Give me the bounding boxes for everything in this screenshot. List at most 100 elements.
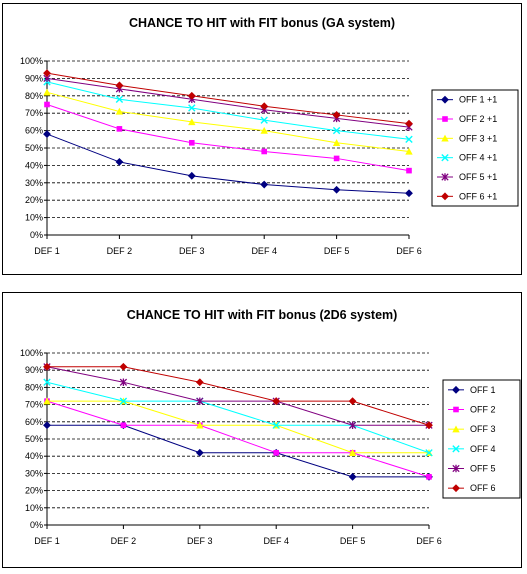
series-line xyxy=(47,366,430,426)
x-tick-label: DEF 2 xyxy=(107,246,133,256)
y-tick-label: 90% xyxy=(25,365,43,375)
data-point xyxy=(187,91,196,100)
data-point xyxy=(116,126,123,132)
y-tick-label: 50% xyxy=(25,143,43,153)
legend-marker xyxy=(441,192,449,201)
data-point xyxy=(425,449,433,457)
x-tick-label: DEF 1 xyxy=(34,536,60,546)
series-line xyxy=(46,91,410,152)
chart-panel-ga: CHANCE TO HIT with FIT bonus (GA system)… xyxy=(2,3,522,275)
data-point xyxy=(261,148,267,155)
series-1 xyxy=(43,130,413,198)
series-4 xyxy=(43,78,413,143)
legend-marker xyxy=(452,425,460,433)
y-tick-label: 0% xyxy=(30,520,43,530)
chart-2d6-svg: CHANCE TO HIT with FIT bonus (2D6 system… xyxy=(20,308,521,546)
series-line xyxy=(46,81,410,140)
x-tick-label: DEF 4 xyxy=(263,536,289,546)
x-tick-label: DEF 2 xyxy=(111,536,137,546)
data-point xyxy=(119,362,128,371)
data-point xyxy=(426,474,432,480)
legend-item: OFF 5 xyxy=(448,464,496,474)
legend-marker xyxy=(452,385,460,394)
data-point xyxy=(115,95,124,103)
legend-marker xyxy=(453,406,459,413)
series-line xyxy=(46,104,410,172)
legend-item: OFF 2 +1 xyxy=(437,114,497,124)
legend-label: OFF 4 xyxy=(470,444,496,454)
y-tick-label: 10% xyxy=(25,213,43,223)
series-line xyxy=(46,381,430,454)
legend-marker xyxy=(441,173,449,181)
series-2 xyxy=(44,101,412,174)
data-point xyxy=(195,378,204,387)
legend-marker xyxy=(452,445,460,453)
data-point xyxy=(272,397,281,406)
legend-box xyxy=(442,379,521,499)
x-tick-label: DEF 6 xyxy=(396,246,422,256)
legend: OFF 1 +1 OFF 2 +1 OFF 3 +1 OFF 4 +1 OFF 5 +1… xyxy=(431,89,519,207)
data-point xyxy=(425,421,433,430)
series-line xyxy=(46,366,429,426)
series-line xyxy=(47,424,429,478)
legend-item: OFF 3 +1 xyxy=(437,133,497,143)
data-point xyxy=(348,472,357,481)
series-4 xyxy=(43,378,433,457)
data-point xyxy=(115,158,124,166)
series-3 xyxy=(43,88,413,155)
series-line xyxy=(46,77,410,128)
x-tick-label: DEF 3 xyxy=(179,246,205,256)
data-point xyxy=(115,107,124,115)
data-point xyxy=(115,81,124,90)
legend-item: OFF 4 xyxy=(448,444,496,454)
y-tick-label: 0% xyxy=(30,230,43,240)
chart-panel-2d6: CHANCE TO HIT with FIT bonus (2D6 system… xyxy=(2,292,522,568)
data-point xyxy=(272,421,280,429)
data-point xyxy=(260,180,269,189)
data-point xyxy=(333,155,340,162)
legend-item: OFF 1 xyxy=(448,385,496,395)
y-tick-label: 10% xyxy=(25,503,43,513)
data-point xyxy=(187,171,196,180)
y-tick-label: 100% xyxy=(20,56,43,66)
legend-item: OFF 6 +1 xyxy=(437,191,497,201)
data-point xyxy=(332,185,341,194)
x-tick-label: DEF 6 xyxy=(416,536,442,546)
y-tick-label: 20% xyxy=(25,195,43,205)
data-point xyxy=(120,422,127,429)
data-point xyxy=(43,88,51,96)
legend-label: OFF 3 xyxy=(470,424,496,434)
data-point xyxy=(44,101,50,108)
legend-item: OFF 2 xyxy=(448,405,496,415)
x-tick-label: DEF 5 xyxy=(324,246,350,256)
chart-title: CHANCE TO HIT with FIT bonus (2D6 system… xyxy=(127,308,398,322)
data-point xyxy=(195,448,204,457)
y-tick-label: 50% xyxy=(25,434,43,444)
legend-label: OFF 6 +1 xyxy=(459,191,497,201)
legend-item: OFF 1 +1 xyxy=(437,95,497,105)
series-line xyxy=(46,400,430,478)
legend-item: OFF 6 xyxy=(448,483,496,493)
legend-marker xyxy=(442,116,448,122)
data-point xyxy=(188,118,196,126)
data-point xyxy=(189,139,195,146)
series-line xyxy=(46,133,410,194)
legend-label: OFF 6 xyxy=(470,483,496,493)
data-point xyxy=(119,378,128,386)
legend-item: OFF 4 +1 xyxy=(437,153,497,163)
y-tick-label: 60% xyxy=(25,126,43,136)
y-tick-label: 70% xyxy=(25,400,43,410)
legend-marker xyxy=(452,484,460,493)
data-point xyxy=(43,130,51,138)
y-tick-label: 40% xyxy=(25,451,43,461)
data-point xyxy=(273,449,279,456)
x-tick-label: DEF 1 xyxy=(34,246,60,256)
y-tick-label: 40% xyxy=(25,160,43,170)
series-line xyxy=(47,400,429,454)
legend-marker xyxy=(441,134,449,142)
chart-title: CHANCE TO HIT with FIT bonus (GA system) xyxy=(129,16,395,30)
legend-label: OFF 1 xyxy=(470,385,496,395)
legend-label: OFF 2 +1 xyxy=(459,114,497,124)
data-point xyxy=(260,102,269,111)
data-point xyxy=(405,119,413,128)
